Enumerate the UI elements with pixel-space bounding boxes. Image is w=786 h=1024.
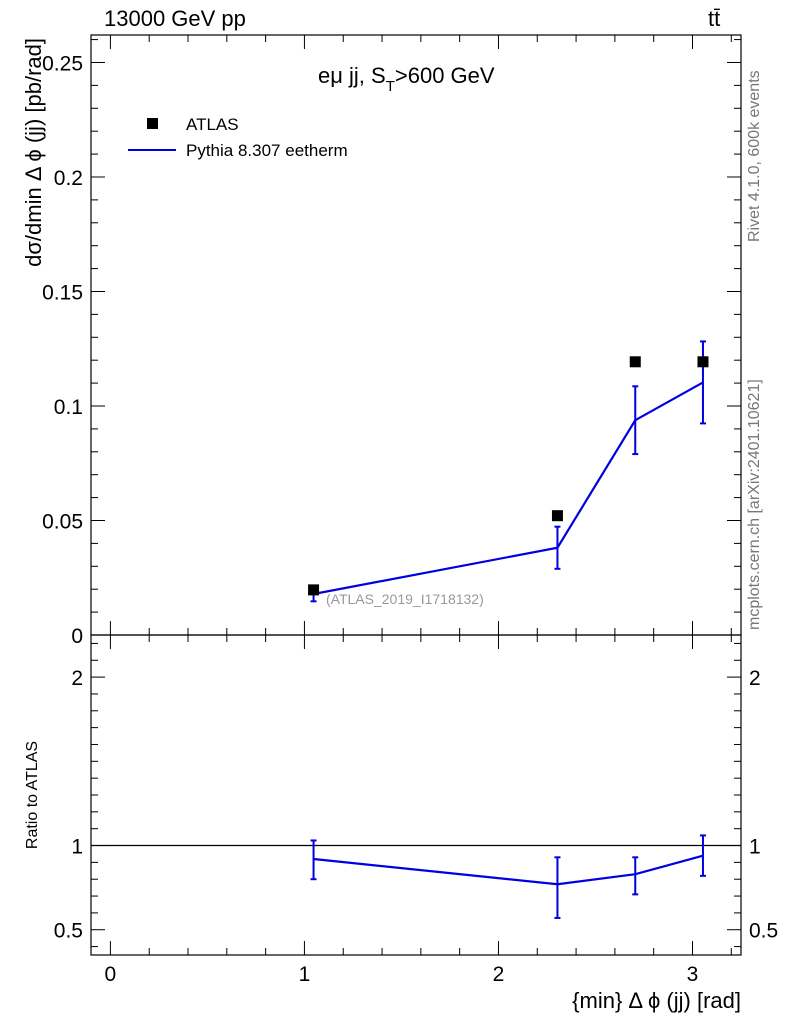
atlas-data-point — [551, 510, 563, 522]
ratio-panel: 0.5 0.5 1 1 2 2 0 1 2 3 Ratio to ATLAS {min} Δ ϕ (j… — [24, 634, 778, 1013]
main-ytick-label: 0.2 — [54, 167, 83, 190]
main-ytick-label: 0.25 — [42, 52, 83, 75]
rivet-version-label: Rivet 4.1.0, 600k events — [746, 70, 763, 242]
xtick-label: 3 — [687, 963, 699, 986]
ratio-ytick-label-right: 0.5 — [749, 920, 778, 943]
ratio-frame — [90, 634, 742, 956]
xtick-label: 2 — [493, 963, 505, 986]
ratio-ytick-label-right: 1 — [749, 836, 761, 859]
main-ytick-label: 0.15 — [42, 281, 83, 304]
ratio-ytick-label-left: 1 — [71, 836, 83, 859]
main-ytick-label: 0 — [71, 625, 83, 648]
xtick-label: 0 — [105, 963, 117, 986]
legend-marker-atlas — [147, 118, 158, 129]
main-title-subscript: T — [386, 78, 395, 95]
analysis-id-label: (ATLAS_2019_I1718132) — [326, 591, 484, 607]
atlas-data-point — [308, 584, 320, 596]
legend-label-pythia: Pythia 8.307 eetherm — [186, 141, 348, 160]
main-title: eμ jj, ST>600 GeV — [318, 63, 495, 95]
main-ytick-label: 0.1 — [54, 396, 83, 419]
main-ytick-label: 0.05 — [42, 510, 83, 533]
xtick-label: 1 — [299, 963, 311, 986]
header-process-label: tt̄ — [708, 6, 721, 31]
ratio-ytick-label-left: 0.5 — [54, 920, 83, 943]
ratio-mc-line — [313, 854, 704, 886]
ratio-ylabel: Ratio to ATLAS — [24, 741, 41, 849]
legend-label-atlas: ATLAS — [186, 115, 239, 134]
ratio-ytick-label-right: 2 — [749, 667, 761, 690]
x-axis-label: {min} Δ ϕ (jj) [rad] — [572, 988, 741, 1013]
ratio-ytick-label-left: 2 — [71, 667, 83, 690]
mc-line — [313, 381, 704, 596]
main-title-part: eμ jj, S — [318, 63, 386, 88]
atlas-data-point — [629, 356, 641, 368]
header-energy-label: 13000 GeV pp — [104, 6, 246, 31]
atlas-data-point — [697, 356, 709, 368]
mcplots-site-label: mcplots.cern.ch [arXiv:2401.10621] — [746, 379, 763, 630]
main-title-part: >600 GeV — [395, 63, 495, 88]
main-ylabel: dσ/dmin Δ ϕ (jj) [pb/rad] — [21, 38, 46, 267]
